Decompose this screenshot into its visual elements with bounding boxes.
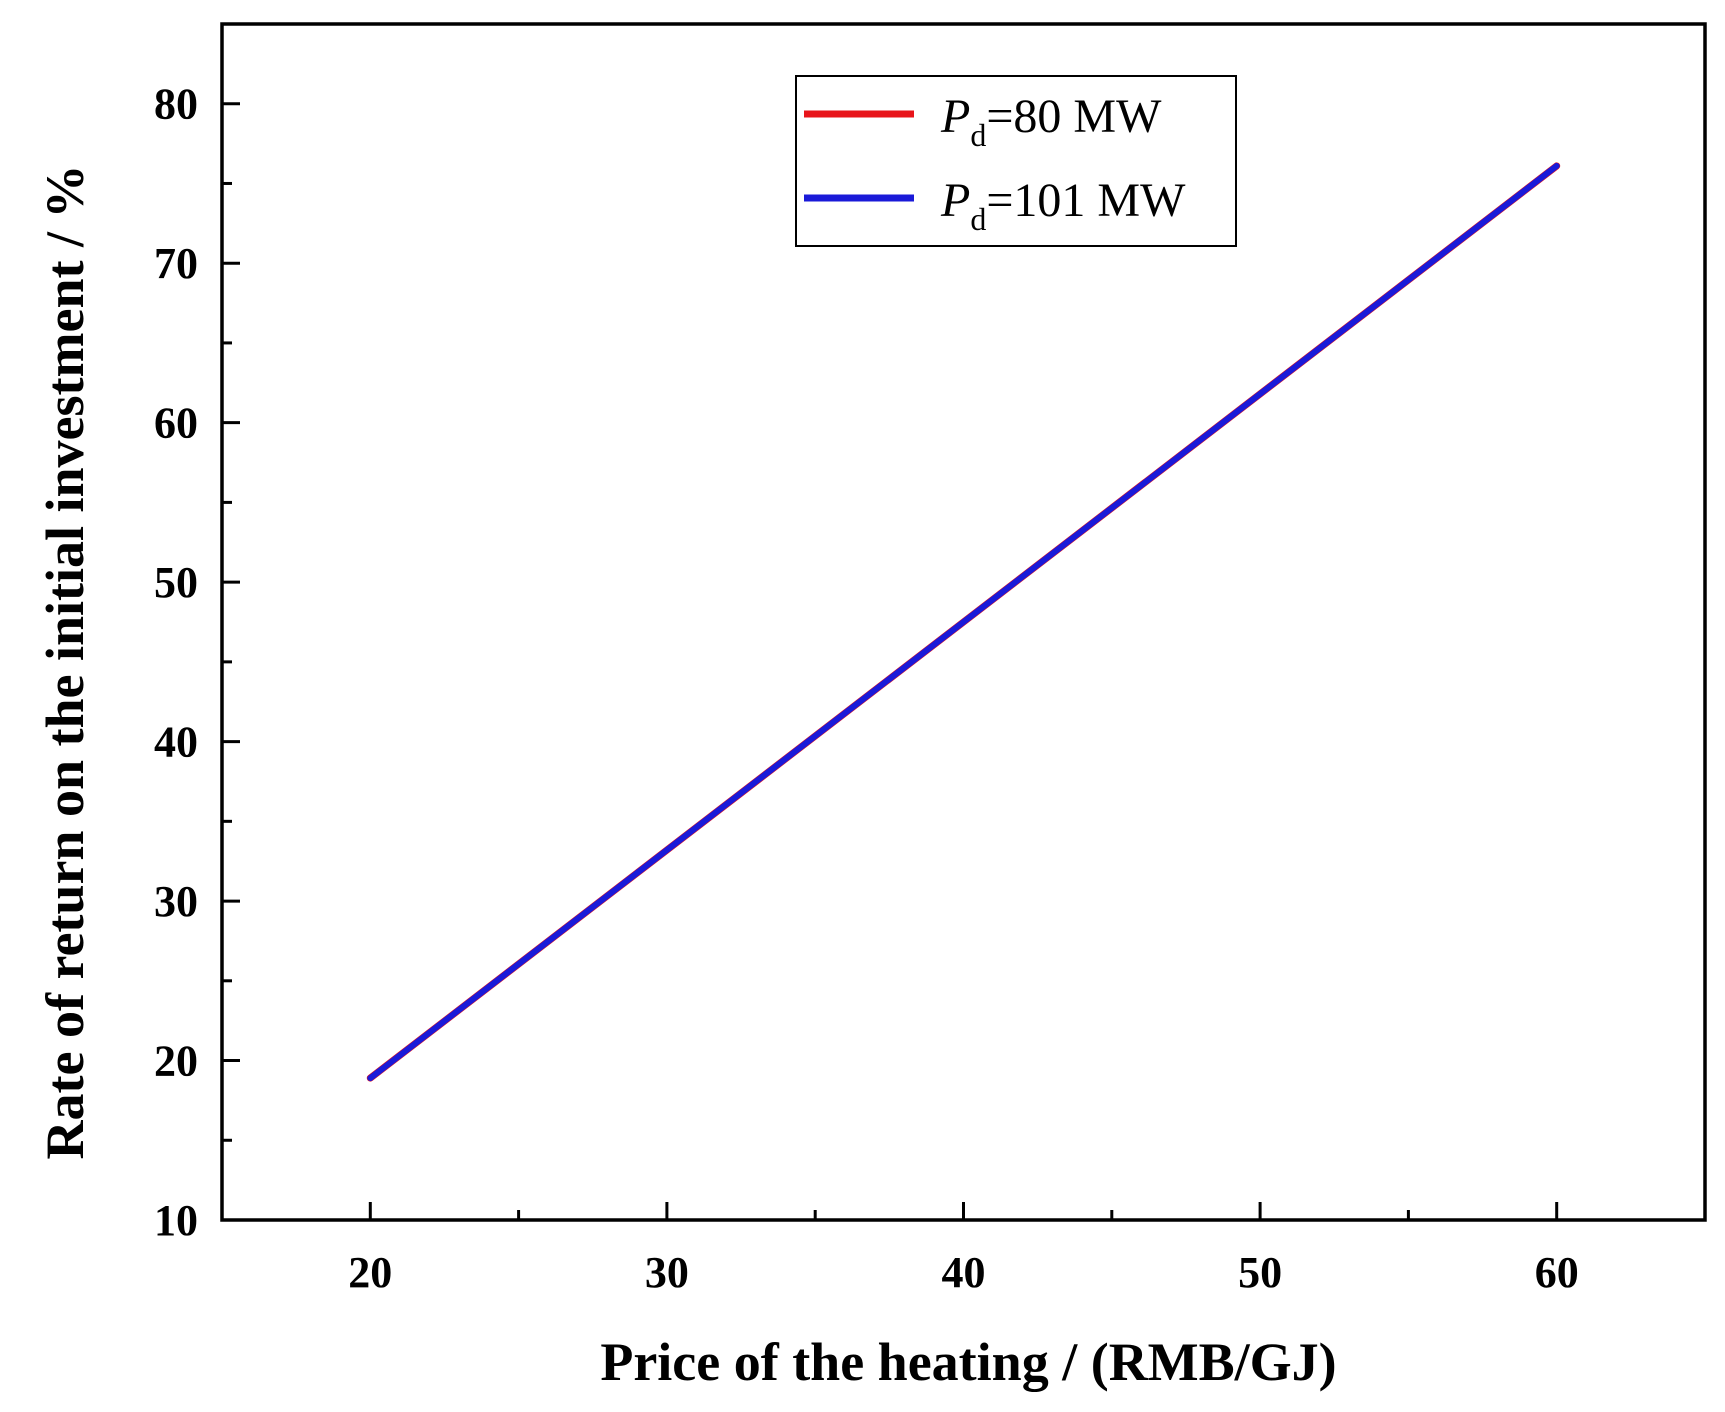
x-axis: 20 30 40 50 60 — [348, 1202, 1579, 1297]
legend: Pd=80 MW Pd=101 MW — [795, 75, 1237, 247]
legend-box — [795, 75, 1237, 247]
x-tick-label: 60 — [1535, 1248, 1579, 1297]
y-tick-label: 10 — [154, 1196, 198, 1245]
series-layer — [366, 162, 1561, 1082]
x-tick-label: 20 — [348, 1248, 392, 1297]
x-axis-title: Price of the heating / (RMB/GJ) — [600, 1332, 1336, 1392]
y-tick-label: 70 — [154, 239, 198, 288]
x-tick-label: 30 — [645, 1248, 689, 1297]
y-axis-title: Rate of return on the initial investment… — [35, 165, 95, 1160]
y-tick-label: 50 — [154, 558, 198, 607]
y-tick-label: 80 — [154, 80, 198, 129]
series-line-2 — [367, 162, 1560, 1082]
y-tick-label: 30 — [154, 877, 198, 926]
x-tick-label: 50 — [1238, 1248, 1282, 1297]
y-axis: 10 20 30 40 50 60 70 80 — [154, 80, 240, 1245]
y-tick-label: 40 — [154, 718, 198, 767]
legend-label-1: Pd=80 MW — [940, 90, 1162, 153]
legend-label-2: Pd=101 MW — [940, 174, 1186, 237]
x-tick-label: 40 — [942, 1248, 986, 1297]
y-tick-label: 20 — [154, 1037, 198, 1086]
y-tick-label: 60 — [154, 399, 198, 448]
